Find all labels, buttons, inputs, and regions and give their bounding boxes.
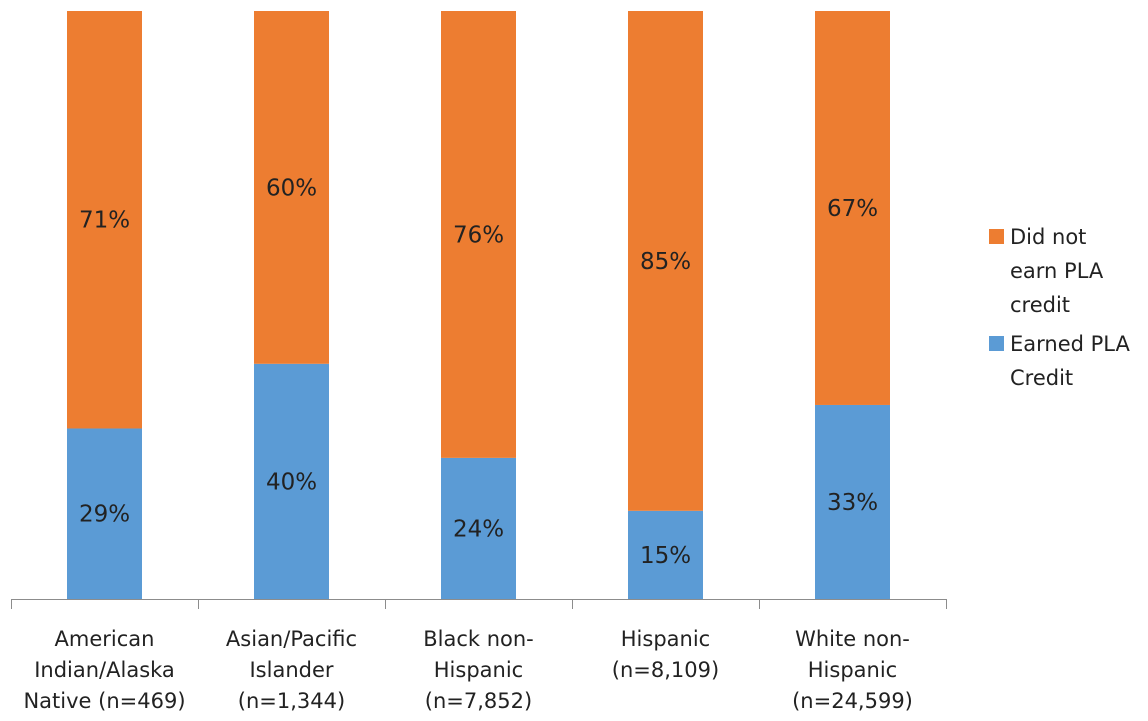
category-label-1: Asian/Pacific Islander (n=1,344) <box>226 627 357 713</box>
data-label-earned-4: 33% <box>827 490 878 516</box>
category-label-line: American <box>55 627 155 651</box>
bar-earned-0 <box>67 428 142 599</box>
category-label-line: Hispanic <box>621 627 710 651</box>
data-label-earned-3: 15% <box>640 543 691 569</box>
category-label-line: Black non- <box>423 627 534 651</box>
data-label-not-earned-3: 85% <box>640 249 691 275</box>
legend-label-line: earn PLA <box>1010 259 1104 283</box>
data-label-not-earned-2: 76% <box>453 222 504 248</box>
category-label-line: (n=7,852) <box>425 689 532 713</box>
category-label-line: Hispanic <box>434 658 523 682</box>
category-label-2: Black non- Hispanic (n=7,852) <box>423 627 534 713</box>
bar-earned-2 <box>441 457 516 599</box>
legend: Did not earn PLA credit Earned PLA Credit <box>989 225 1130 390</box>
data-label-earned-2: 24% <box>453 516 504 542</box>
category-label-line: Asian/Pacific <box>226 627 357 651</box>
category-label-3: Hispanic (n=8,109) <box>612 627 719 682</box>
bar-earned-4 <box>815 404 890 599</box>
data-label-not-earned-1: 60% <box>266 175 317 201</box>
category-label-line: Native (n=469) <box>23 689 185 713</box>
legend-swatch-earned <box>989 336 1004 351</box>
category-label-line: Hispanic <box>808 658 897 682</box>
category-labels: American Indian/Alaska Native (n=469) Asian… <box>23 627 912 713</box>
legend-label-line: Credit <box>1010 366 1073 390</box>
bar-not-earned-1 <box>254 11 329 364</box>
category-label-line: (n=24,599) <box>792 689 913 713</box>
category-label-line: Indian/Alaska <box>34 658 175 682</box>
legend-label-line: Earned PLA <box>1010 332 1130 356</box>
bar-not-earned-3 <box>628 11 703 511</box>
category-label-line: (n=8,109) <box>612 658 719 682</box>
bars-layer: 29% 71% 40% 60% 24% 76% 15% 85% 33% 67% <box>67 11 890 599</box>
x-axis <box>11 599 947 609</box>
bar-not-earned-2 <box>441 11 516 458</box>
category-label-line: White non- <box>795 627 910 651</box>
data-label-not-earned-4: 67% <box>827 196 878 222</box>
category-label-0: American Indian/Alaska Native (n=469) <box>23 627 185 713</box>
legend-label-earned: Earned PLA Credit <box>1010 332 1130 390</box>
data-label-earned-0: 29% <box>79 502 130 528</box>
bar-not-earned-0 <box>67 11 142 429</box>
data-label-not-earned-0: 71% <box>79 208 130 234</box>
bar-earned-3 <box>628 510 703 599</box>
legend-label-line: Did not <box>1010 225 1086 249</box>
data-label-earned-1: 40% <box>266 469 317 495</box>
bar-not-earned-4 <box>815 11 890 405</box>
bar-earned-1 <box>254 363 329 599</box>
legend-label-not-earned: Did not earn PLA credit <box>1010 225 1104 317</box>
category-label-line: (n=1,344) <box>238 689 345 713</box>
legend-label-line: credit <box>1010 293 1070 317</box>
category-label-4: White non- Hispanic (n=24,599) <box>792 627 913 713</box>
category-label-line: Islander <box>249 658 333 682</box>
legend-swatch-not-earned <box>989 229 1004 244</box>
